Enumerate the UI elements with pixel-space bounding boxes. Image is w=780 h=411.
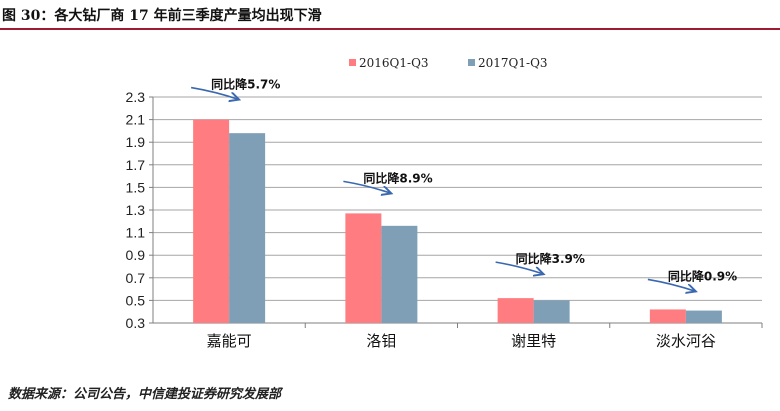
bar xyxy=(497,298,534,323)
legend-label: 2016Q1-Q3 xyxy=(359,56,429,70)
legend-swatch xyxy=(349,59,356,66)
y-tick-label: 1.9 xyxy=(126,134,146,150)
title-rule xyxy=(0,28,780,30)
bar xyxy=(345,213,382,323)
annotation-arrow xyxy=(190,86,239,100)
source-note: 数据来源：公司公告，中信建投证券研究发展部 xyxy=(8,387,282,402)
y-tick-label: 2.1 xyxy=(126,112,146,128)
bar xyxy=(193,119,230,323)
annotation-arrow xyxy=(343,180,391,193)
annotation-label: 同比降5.7% xyxy=(211,77,280,92)
bar xyxy=(381,225,418,323)
x-tick-label: 谢里特 xyxy=(511,332,556,350)
legend-label: 2017Q1-Q3 xyxy=(478,56,548,70)
bar xyxy=(649,309,686,323)
y-tick-label: 0.7 xyxy=(126,270,146,286)
y-tick-label: 2.3 xyxy=(126,89,146,105)
y-tick-label: 0.9 xyxy=(126,247,146,263)
bar xyxy=(533,300,570,323)
y-tick-label: 0.3 xyxy=(126,315,146,331)
y-tick-label: 1.3 xyxy=(126,202,146,218)
y-tick-label: 1.7 xyxy=(126,157,146,173)
y-tick-label: 1.5 xyxy=(126,179,146,195)
y-tick-label: 1.1 xyxy=(126,225,146,241)
annotation-label: 同比降0.9% xyxy=(668,268,737,283)
x-tick-label: 洛钼 xyxy=(366,332,396,350)
x-tick-label: 嘉能可 xyxy=(207,332,252,350)
bar xyxy=(229,133,266,323)
annotation-label: 同比降8.9% xyxy=(363,170,432,185)
figure-title: 图 30：各大钻厂商 17 年前三季度产量均出现下滑 xyxy=(2,8,322,24)
annotation-label: 同比降3.9% xyxy=(516,251,585,266)
bar xyxy=(685,310,722,323)
y-tick-label: 0.5 xyxy=(126,292,146,308)
annotation-arrow xyxy=(495,261,544,274)
legend-swatch xyxy=(468,59,475,66)
annotation-arrow xyxy=(647,278,696,291)
x-tick-label: 淡水河谷 xyxy=(656,332,716,350)
